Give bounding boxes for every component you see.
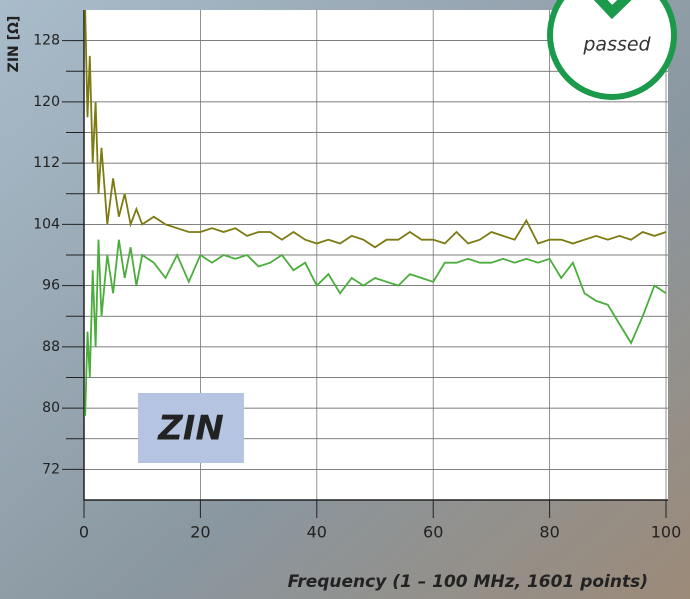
x-tick-label: 20 [190, 523, 210, 542]
title-box [138, 393, 244, 463]
x-tick-label: 80 [539, 523, 559, 542]
x-tick-label: 40 [307, 523, 327, 542]
y-tick-label: 96 [42, 278, 60, 294]
y-tick-label: 112 [33, 155, 60, 171]
series-line [84, 9, 667, 249]
badge: passed [547, 0, 677, 100]
x-tick-label: 100 [651, 523, 682, 542]
x-tick-label: 60 [423, 523, 443, 542]
check-icon [593, 0, 632, 20]
badge-label: passed [582, 34, 651, 56]
y-tick-label: 104 [33, 216, 60, 232]
y-tick-label: 80 [42, 400, 60, 416]
y-tick-label: 128 [33, 33, 60, 49]
y-tick-label: 120 [33, 94, 60, 110]
chart-title: ZIN [157, 409, 224, 449]
y-tick-label: 88 [42, 339, 60, 355]
badge-circle [547, 0, 677, 100]
x-axis-label: Frequency (1 – 100 MHz, 1601 points) [288, 572, 648, 592]
x-tick-label: 0 [79, 523, 89, 542]
y-tick-label: 72 [42, 461, 60, 477]
series-line [84, 239, 667, 416]
y-axis-label: ZIN [Ω] [6, 16, 22, 73]
